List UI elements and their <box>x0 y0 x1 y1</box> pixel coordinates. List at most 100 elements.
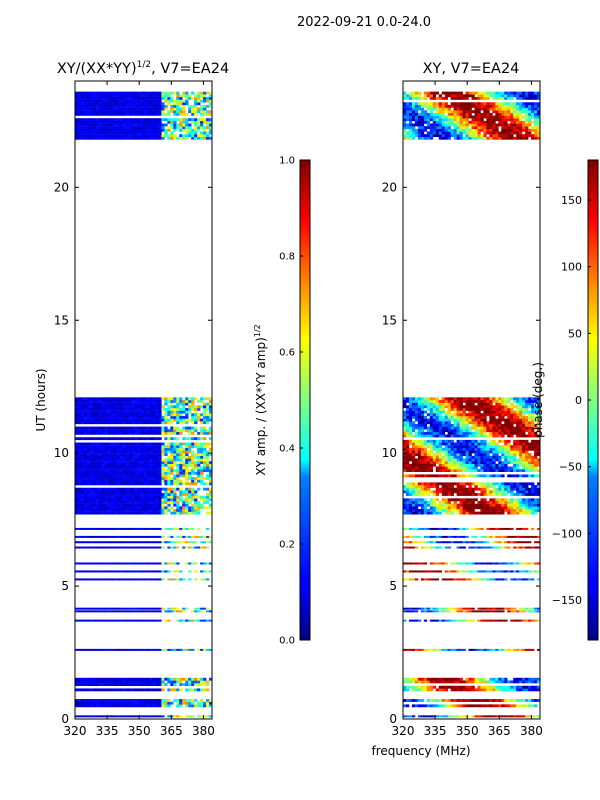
heatmap-cell <box>203 677 207 681</box>
heatmap-cell <box>191 495 195 499</box>
heatmap-cell <box>513 445 517 449</box>
heatmap-cell <box>137 104 141 108</box>
heatmap-cell <box>80 508 85 512</box>
heatmap-cell <box>89 405 94 409</box>
heatmap-cell <box>140 461 144 464</box>
heatmap-scan-line <box>134 610 138 613</box>
heatmap-cell <box>504 485 508 488</box>
heatmap-cell <box>116 102 120 106</box>
heatmap-cell <box>492 474 496 478</box>
heatmap-cell <box>185 501 189 504</box>
heatmap-scan-line <box>137 562 141 565</box>
heatmap-cell <box>420 102 425 106</box>
heatmap-cell <box>403 511 407 515</box>
heatmap-cell <box>173 463 177 467</box>
heatmap-cell <box>185 471 189 475</box>
heatmap-scan-line <box>131 562 135 565</box>
heatmap-cell <box>83 498 88 502</box>
heatmap-scan-line <box>209 562 212 565</box>
heatmap-cell <box>89 407 94 411</box>
heatmap-cell <box>468 490 472 494</box>
heatmap-cell <box>191 431 195 435</box>
heatmap-cell <box>441 112 445 116</box>
heatmap-scan-line <box>158 527 162 530</box>
heatmap-cell <box>447 506 451 510</box>
heatmap-cell <box>447 455 451 459</box>
heatmap-cell <box>429 123 434 127</box>
heatmap-cell <box>128 506 132 510</box>
heatmap-cell <box>417 136 422 140</box>
heatmap-cell <box>176 429 180 433</box>
heatmap-cell <box>200 477 204 480</box>
heatmap-scan-line <box>83 607 88 610</box>
heatmap-cell <box>152 426 156 430</box>
heatmap-cell <box>513 508 517 512</box>
heatmap-cell <box>426 482 431 486</box>
heatmap-cell <box>206 120 210 124</box>
heatmap-cell <box>131 94 135 98</box>
heatmap-cell <box>137 677 141 681</box>
heatmap-cell <box>403 458 407 462</box>
heatmap-cell <box>75 134 79 138</box>
heatmap-scan-line <box>125 570 129 573</box>
heatmap-cell <box>95 704 100 708</box>
heatmap-scan-line <box>83 619 88 622</box>
heatmap-cell <box>203 415 207 419</box>
heatmap-cell <box>152 131 156 135</box>
heatmap-scan-line <box>140 541 144 544</box>
heatmap-cell <box>516 511 520 515</box>
heatmap-cell <box>403 112 407 116</box>
heatmap-cell <box>420 466 425 470</box>
heatmap-cell <box>101 458 106 462</box>
heatmap-cell <box>80 469 85 472</box>
heatmap-cell <box>164 91 168 95</box>
heatmap-cell <box>167 447 171 451</box>
heatmap-cell <box>161 463 165 467</box>
heatmap-cell <box>450 506 454 510</box>
heatmap-cell <box>453 463 457 467</box>
heatmap-cell <box>173 487 177 491</box>
heatmap-cell <box>119 91 123 95</box>
heatmap-cell <box>83 123 88 127</box>
heatmap-cell <box>158 508 162 512</box>
heatmap-cell <box>134 123 138 127</box>
heatmap-cell <box>116 110 120 114</box>
heatmap-cell <box>125 466 129 470</box>
heatmap-cell <box>75 128 79 132</box>
heatmap-cell <box>149 99 153 103</box>
heatmap-cell <box>128 701 132 705</box>
heatmap-cell <box>465 134 469 138</box>
heatmap-cell <box>83 128 88 132</box>
heatmap-cell <box>152 402 156 406</box>
heatmap-cell <box>122 508 126 512</box>
heatmap-cell <box>158 498 162 502</box>
heatmap-cell <box>489 498 493 502</box>
heatmap-cell <box>119 503 123 507</box>
heatmap-cell <box>101 677 106 681</box>
heatmap-cell <box>504 120 508 124</box>
heatmap-cell <box>516 123 520 127</box>
heatmap-cell <box>146 471 150 475</box>
heatmap-cell <box>414 450 419 454</box>
heatmap-cell <box>480 482 484 486</box>
heatmap-scan-line <box>134 619 138 622</box>
heatmap-cell <box>122 96 126 100</box>
heatmap-cell <box>170 688 174 692</box>
heatmap-cell <box>101 701 106 705</box>
heatmap-cell <box>411 461 416 464</box>
heatmap-cell <box>101 131 106 135</box>
heatmap-cell <box>110 508 115 512</box>
heatmap-cell <box>80 407 85 411</box>
heatmap-cell <box>134 469 138 472</box>
heatmap-cell <box>197 102 201 106</box>
heatmap-scan-line <box>131 527 135 530</box>
heatmap-cell <box>104 104 109 108</box>
heatmap-cell <box>77 466 82 470</box>
heatmap-cell <box>83 701 88 705</box>
heatmap-cell <box>134 426 138 430</box>
heatmap-cell <box>531 447 535 451</box>
heatmap-cell <box>423 134 428 138</box>
heatmap-cell <box>137 704 141 708</box>
heatmap-cell <box>185 415 189 419</box>
heatmap-cell <box>101 447 106 451</box>
